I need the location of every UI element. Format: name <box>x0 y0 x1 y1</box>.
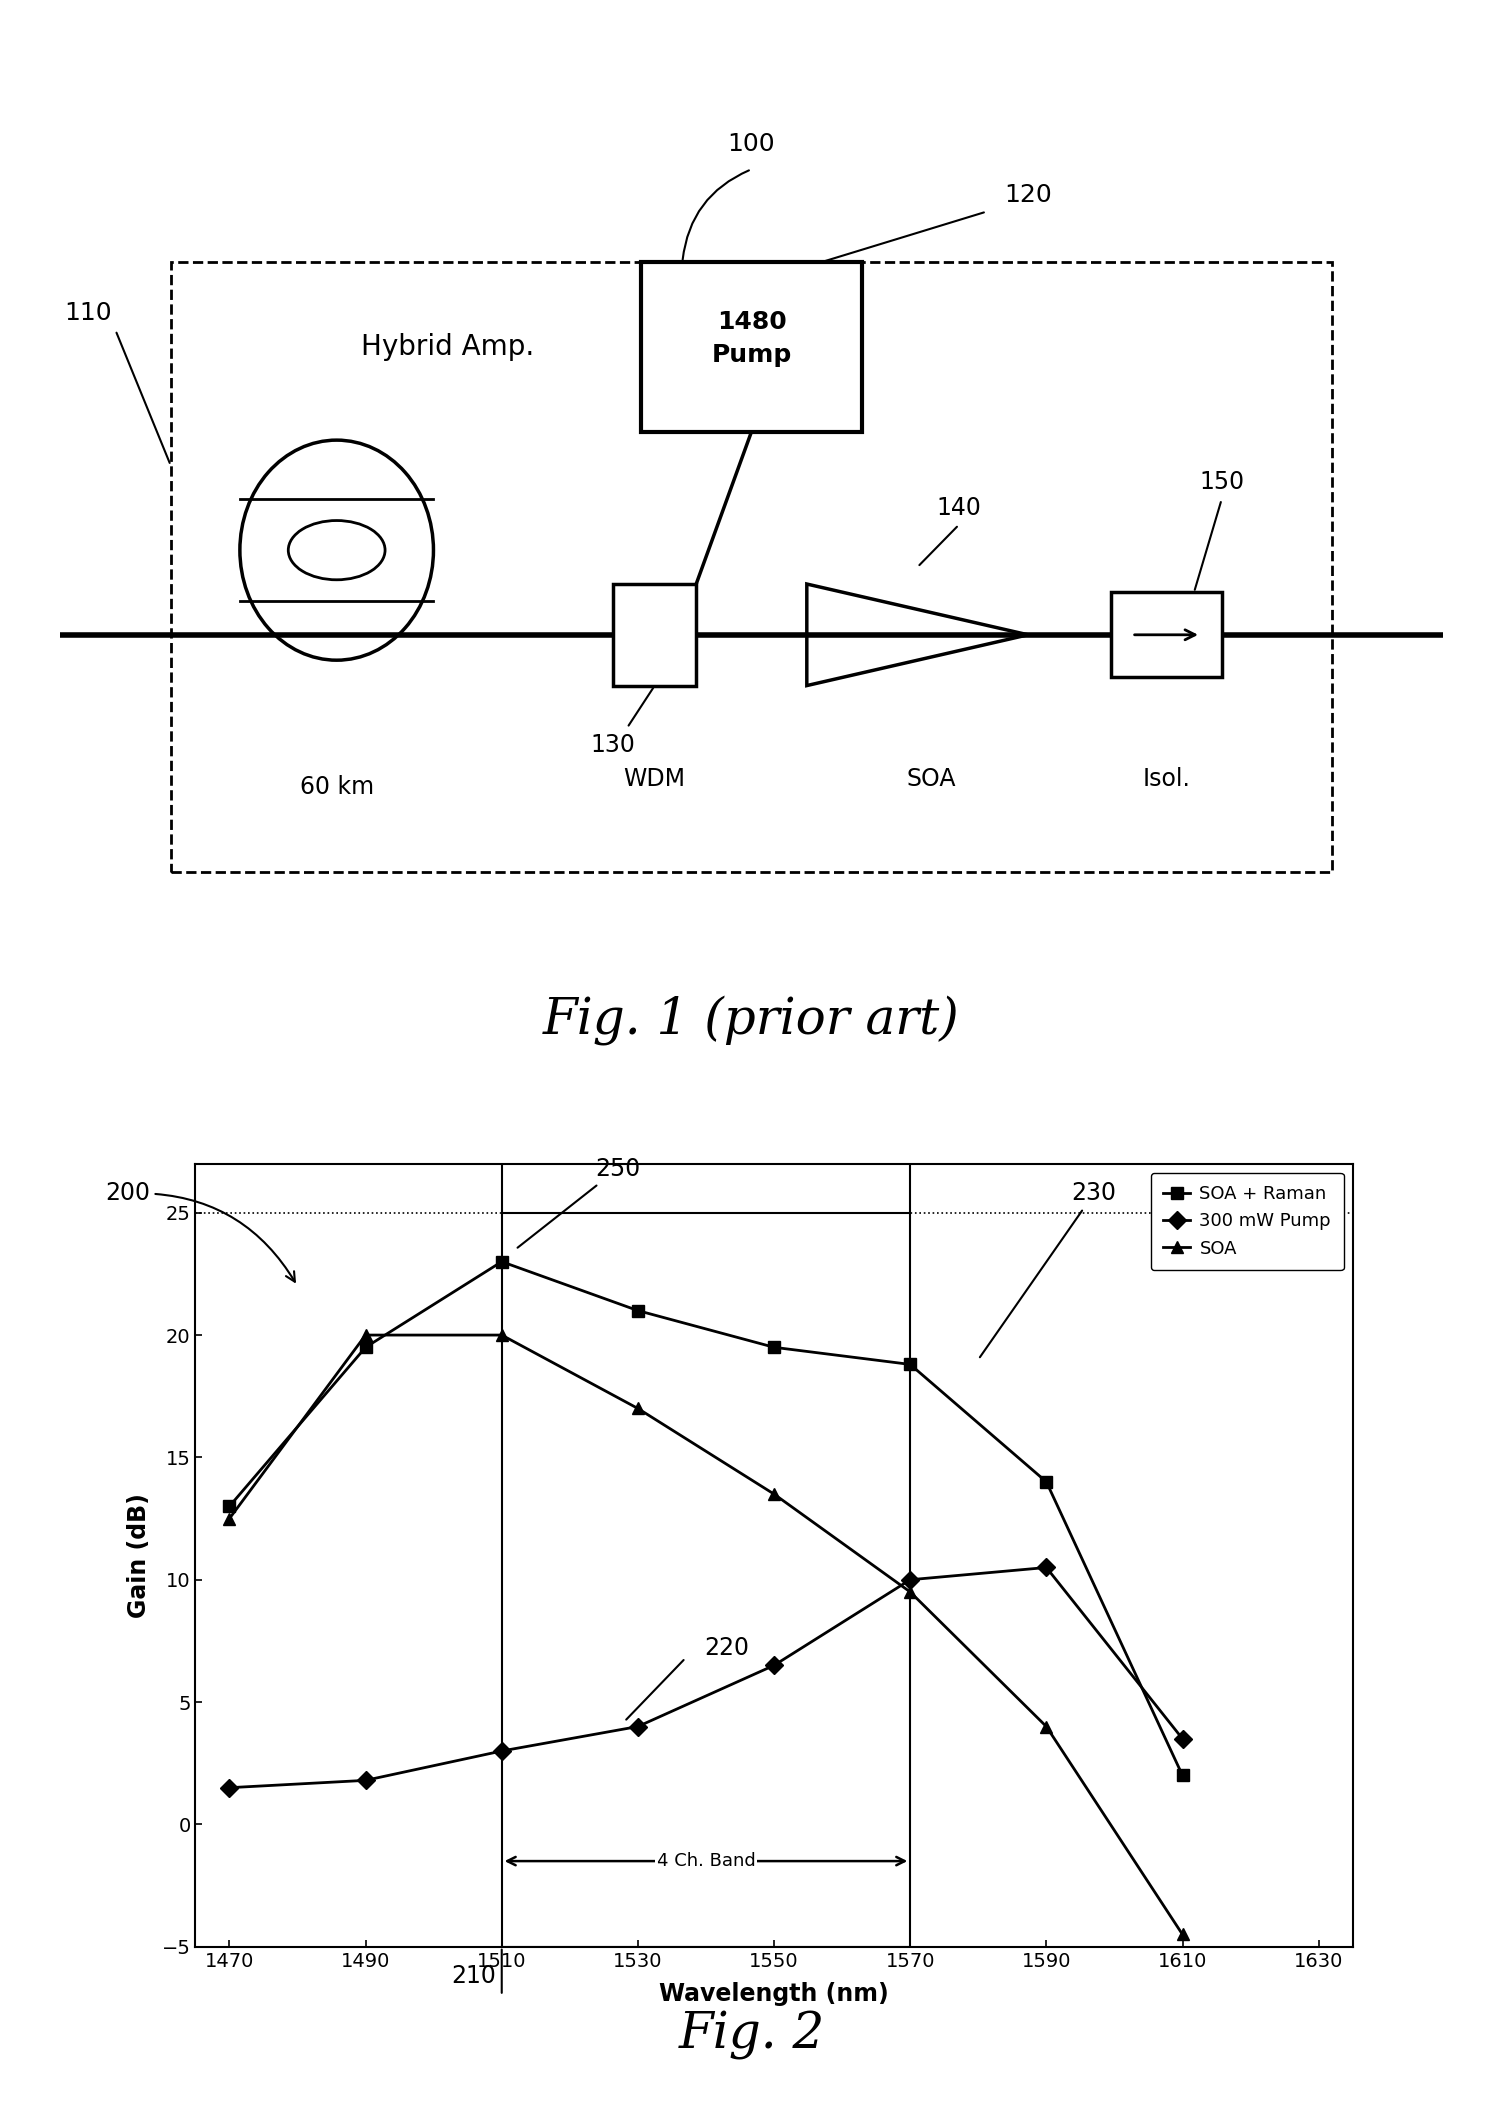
Text: 120: 120 <box>1004 182 1052 207</box>
Text: Hybrid Amp.: Hybrid Amp. <box>361 332 534 362</box>
Text: 100: 100 <box>727 131 776 157</box>
Text: SOA: SOA <box>906 766 956 791</box>
SOA <box>356 1322 374 1348</box>
300 mW Pump <box>628 1714 646 1739</box>
Line: 300 mW Pump: 300 mW Pump <box>222 1562 1189 1794</box>
Text: 60 km: 60 km <box>299 774 374 800</box>
SOA <box>221 1507 239 1532</box>
Text: 110: 110 <box>65 300 111 326</box>
Text: Isol.: Isol. <box>1142 766 1190 791</box>
300 mW Pump <box>493 1739 511 1765</box>
Text: WDM: WDM <box>624 766 685 791</box>
SOA + Raman <box>765 1335 783 1361</box>
SOA <box>628 1397 646 1422</box>
Bar <box>640 262 863 432</box>
SOA + Raman <box>493 1248 511 1274</box>
300 mW Pump <box>221 1775 239 1801</box>
Text: 230: 230 <box>980 1181 1117 1356</box>
Bar <box>613 584 696 686</box>
Text: 150: 150 <box>1199 470 1244 495</box>
Bar <box>171 262 1332 872</box>
SOA + Raman <box>628 1297 646 1322</box>
SOA + Raman <box>356 1335 374 1361</box>
Text: 140: 140 <box>936 495 981 521</box>
Text: 1480
Pump: 1480 Pump <box>711 309 792 368</box>
X-axis label: Wavelength (nm): Wavelength (nm) <box>660 1983 888 2006</box>
Y-axis label: Gain (dB): Gain (dB) <box>126 1492 150 1619</box>
Text: Fig. 1 (prior art): Fig. 1 (prior art) <box>543 995 960 1045</box>
300 mW Pump <box>1174 1727 1192 1752</box>
SOA <box>902 1579 920 1604</box>
300 mW Pump <box>356 1767 374 1792</box>
SOA <box>493 1322 511 1348</box>
SOA + Raman <box>1174 1763 1192 1788</box>
Line: SOA: SOA <box>222 1329 1189 1940</box>
300 mW Pump <box>902 1568 920 1593</box>
SOA <box>1037 1714 1055 1739</box>
300 mW Pump <box>1037 1555 1055 1581</box>
Legend: SOA + Raman, 300 mW Pump, SOA: SOA + Raman, 300 mW Pump, SOA <box>1151 1172 1344 1270</box>
Text: 220: 220 <box>703 1636 748 1661</box>
Text: 210: 210 <box>451 1964 496 1989</box>
300 mW Pump <box>765 1653 783 1678</box>
SOA <box>1174 1921 1192 1947</box>
Text: 200: 200 <box>105 1181 295 1282</box>
Text: 250: 250 <box>517 1157 640 1248</box>
Text: 4 Ch. Band: 4 Ch. Band <box>657 1852 756 1871</box>
SOA + Raman <box>1037 1469 1055 1494</box>
Text: 130: 130 <box>591 732 636 758</box>
SOA + Raman <box>902 1352 920 1378</box>
Bar <box>1111 592 1222 677</box>
Line: SOA + Raman: SOA + Raman <box>222 1255 1189 1782</box>
SOA <box>765 1481 783 1507</box>
Text: Fig. 2: Fig. 2 <box>678 2010 825 2061</box>
SOA + Raman <box>221 1494 239 1519</box>
